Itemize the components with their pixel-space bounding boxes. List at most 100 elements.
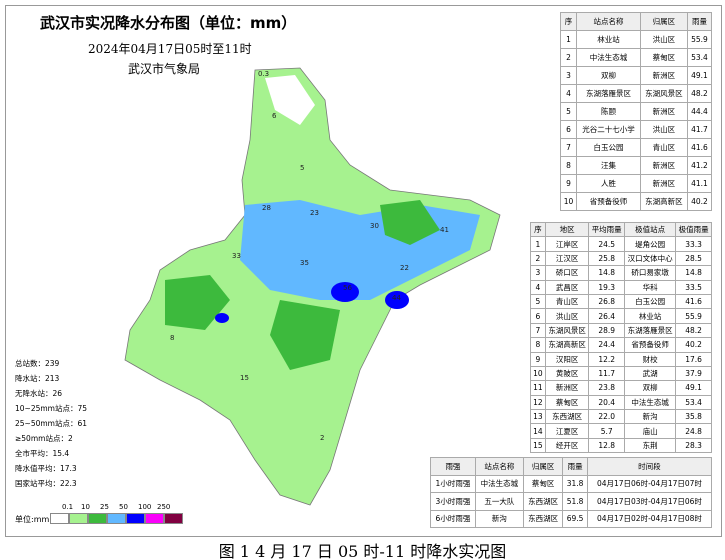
- legend-tick: 100: [138, 503, 152, 511]
- table-cell: 省预备役师: [576, 192, 641, 211]
- table-row: 8 汪集 新洲区 41.2: [559, 156, 713, 175]
- map-label: 23: [310, 209, 319, 217]
- map-label: 6: [272, 112, 277, 120]
- table-cell: 黄陂区: [544, 365, 590, 382]
- table-cell: 24.5: [588, 236, 626, 252]
- table-row: 3小时雨强 五一大队 东西湖区 51.8 04月17日03时-04月17日06时: [430, 492, 713, 511]
- table-cell: 归属区: [639, 12, 688, 31]
- table-cell: 5: [559, 102, 578, 121]
- heavy-area: [240, 200, 480, 300]
- table-cell: 汉口文体中心: [624, 250, 677, 267]
- storm-cell: [331, 282, 359, 302]
- table-cell: 6: [559, 120, 578, 139]
- legend-swatch: [126, 513, 145, 524]
- stat-line: ≥50mm站点：2: [15, 434, 73, 443]
- table-cell: 48.2: [686, 84, 713, 103]
- table-cell: 光谷二十七小学: [576, 120, 641, 139]
- data-table: 雨强 站点名称 归属区 雨量 时间段 1小时雨强 中法生态城 蔡甸区 31.8 04月17日06时…: [430, 457, 713, 528]
- table-cell: 8: [559, 156, 578, 175]
- table-cell: 东湖高新区: [639, 192, 688, 211]
- table-cell: 24.8: [675, 423, 712, 439]
- table-cell: 2: [530, 250, 546, 267]
- stat-line: 10~25mm站点：75: [15, 404, 88, 413]
- legend-swatch: [145, 513, 164, 524]
- table-cell: 东湖落雁景区: [576, 84, 641, 103]
- table-cell: 10: [559, 192, 578, 211]
- legend-swatch: [107, 513, 126, 524]
- table-cell: 华科: [624, 279, 677, 295]
- table-cell: 中法生态城: [474, 474, 524, 493]
- table-cell: 23.8: [588, 380, 626, 396]
- moderate-area: [165, 275, 230, 330]
- table-cell: 44.4: [686, 102, 713, 121]
- table-cell: 东西湖区: [544, 409, 590, 425]
- table-cell: 蔡甸区: [544, 394, 590, 411]
- table-cell: 24.4: [588, 337, 626, 353]
- moderate-area: [270, 300, 340, 370]
- table-cell: 洪山区: [639, 120, 688, 139]
- table-cell: 新洲区: [639, 156, 688, 175]
- legend-tick: 10: [81, 503, 90, 511]
- table-cell: 33.5: [675, 279, 712, 295]
- table-cell: 9: [530, 351, 546, 367]
- legend-swatch: [69, 513, 88, 524]
- table-row: 1小时雨强 中法生态城 蔡甸区 31.8 04月17日06时-04月17日07时: [430, 474, 713, 493]
- table-cell: 人胜: [576, 174, 641, 193]
- table-cell: 雨量: [686, 12, 713, 31]
- agency: 武汉市气象局: [128, 62, 201, 76]
- table-cell: 序: [530, 221, 546, 238]
- table-row: 5 青山区 26.8 白玉公园 41.6: [530, 293, 712, 310]
- dry-area: [265, 75, 315, 125]
- table-cell: 49.1: [675, 380, 712, 396]
- table-cell: 04月17日03时-04月17日06时: [586, 492, 713, 511]
- legend-tick: 250: [157, 503, 171, 511]
- table-row: 9 汉阳区 12.2 财校 17.6: [530, 351, 712, 367]
- table-cell: 平均雨量: [588, 221, 626, 238]
- table-cell: 武湖: [624, 365, 677, 382]
- map-label: 8: [170, 334, 174, 342]
- table-cell: 江汉区: [544, 250, 590, 267]
- table-row: 5 陈颐 新洲区 44.4: [559, 102, 713, 121]
- table-cell: 28.3: [675, 437, 712, 454]
- map-label: 35: [300, 259, 309, 267]
- table-row: 1 林业站 洪山区 55.9: [559, 30, 713, 49]
- table-cell: 41.1: [686, 174, 713, 193]
- legend-tick: 25: [100, 503, 109, 511]
- table-row: 2 中法生态城 蔡甸区 53.4: [559, 48, 713, 67]
- table-cell: 林业站: [576, 30, 641, 49]
- table-cell: 3: [530, 265, 546, 281]
- moderate-area: [380, 200, 440, 245]
- table-row: 7 东湖风景区 28.9 东湖落雁景区 48.2: [530, 322, 712, 339]
- table-cell: 41.2: [686, 156, 713, 175]
- table-cell: 东湖风景区: [544, 322, 590, 339]
- table-cell: 55.9: [675, 308, 712, 324]
- data-table: 序地区 平均雨量 极值站点 极值雨量 1 江岸区 24.5 堤角公园 33.3 2 江汉区 25.8 汉…: [530, 221, 712, 454]
- table-cell: 东荆: [624, 437, 677, 454]
- table-cell: 站点名称: [474, 457, 524, 476]
- table-cell: 7: [559, 138, 578, 157]
- table-row: 8 东湖高新区 24.4 省预备役师 40.2: [530, 337, 712, 353]
- table-cell: 新洲区: [544, 380, 590, 396]
- table-cell: 3: [559, 66, 578, 85]
- stat-line: 总站数：239: [15, 359, 60, 368]
- table-cell: 白玉公园: [576, 138, 641, 157]
- table-cell: 武昌区: [544, 279, 590, 295]
- table-cell: 庙山: [624, 423, 677, 439]
- table-cell: 地区: [544, 221, 590, 238]
- table-cell: 15: [530, 437, 546, 454]
- table-row: 9 人胜 新洲区 41.1: [559, 174, 713, 193]
- table-cell: 33.3: [675, 236, 712, 252]
- table-cell: 白玉公园: [624, 293, 677, 310]
- table-cell: 新洲区: [639, 174, 688, 193]
- table-cell: 汉阳区: [544, 351, 590, 367]
- table-cell: 洪山区: [544, 308, 590, 324]
- table-cell: 12: [530, 394, 546, 411]
- table-cell: 17.6: [675, 351, 712, 367]
- table-cell: 13: [530, 409, 546, 425]
- table-cell: 48.2: [675, 322, 712, 339]
- table-cell: 6: [530, 308, 546, 324]
- table-row: 13 东西湖区 22.0 新沟 35.8: [530, 409, 712, 425]
- table-cell: 28.9: [588, 322, 626, 339]
- frame: [5, 5, 722, 537]
